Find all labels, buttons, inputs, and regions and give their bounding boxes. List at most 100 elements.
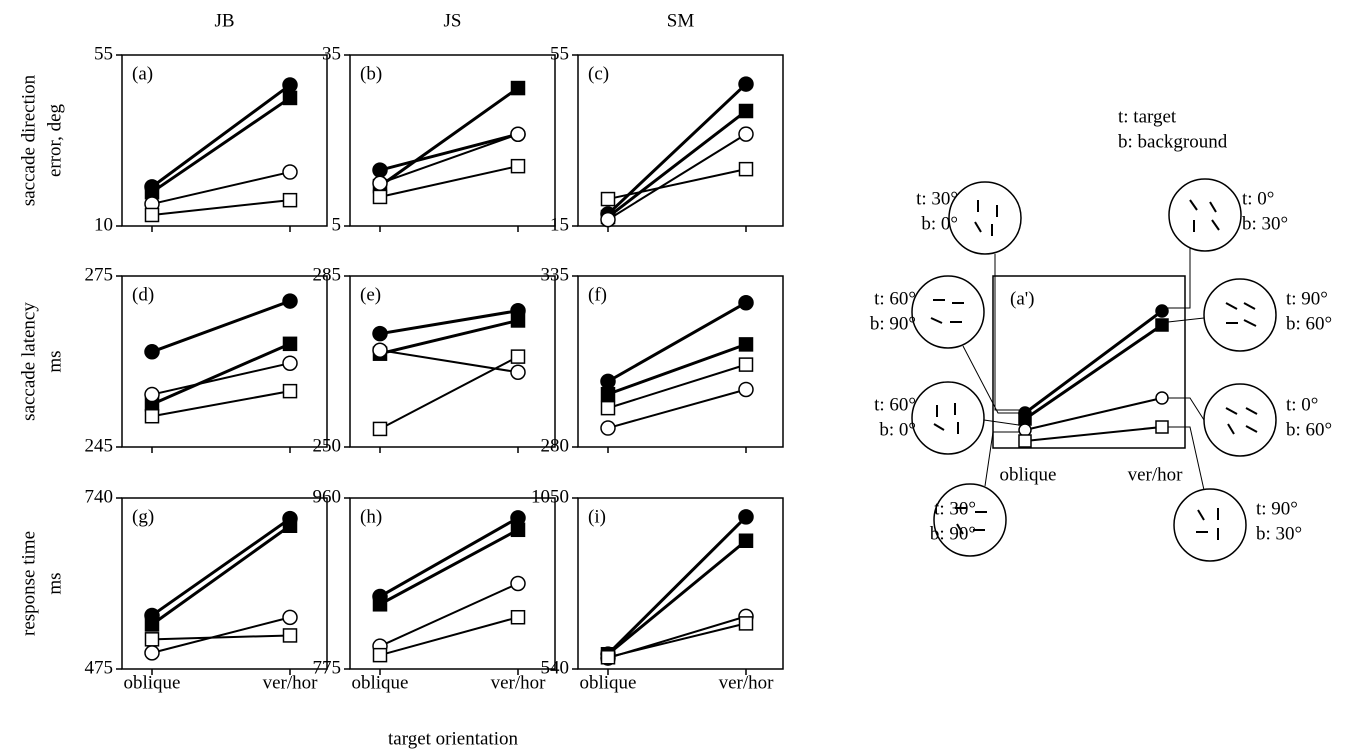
point	[510, 158, 526, 174]
point	[372, 597, 388, 612]
series-line	[151, 517, 291, 617]
point	[372, 175, 388, 191]
point	[282, 77, 298, 93]
point	[510, 575, 526, 592]
column-title: JS	[444, 10, 462, 31]
series-line	[607, 363, 747, 410]
x-tick-label: oblique	[1000, 464, 1057, 485]
y-tick-label: 285	[313, 264, 342, 285]
stimulus-background: b: 30°	[1242, 213, 1288, 234]
series-line	[151, 524, 291, 626]
series-line	[379, 528, 519, 606]
x-tick-label: oblique	[124, 672, 181, 693]
x-tick-label: ver/hor	[1128, 464, 1184, 485]
point	[510, 313, 526, 328]
point	[510, 126, 526, 142]
point	[282, 518, 298, 533]
chart-panel: (f) 280 335	[541, 264, 784, 456]
chart-panel: (a) 10 55	[94, 43, 328, 235]
point	[282, 628, 298, 643]
stimulus-target: t: 30°	[934, 498, 976, 519]
point	[144, 207, 160, 223]
x-tick-label: oblique	[580, 672, 637, 693]
series-line	[379, 319, 519, 356]
point	[144, 645, 160, 661]
point	[372, 421, 388, 437]
point	[738, 381, 754, 398]
point	[600, 373, 616, 390]
column-title: JB	[214, 10, 234, 31]
y-tick-label: 475	[85, 657, 114, 678]
y-tick-label: 55	[550, 43, 569, 64]
point	[510, 522, 526, 538]
point	[510, 364, 526, 380]
stimulus-icons	[911, 178, 1277, 562]
row-label: ms	[44, 350, 65, 372]
series-line	[379, 516, 519, 598]
panel-label: (g)	[132, 506, 154, 527]
y-tick-label: 35	[322, 43, 341, 64]
x-tick-label: ver/hor	[491, 672, 547, 693]
series-line	[379, 132, 519, 172]
legend-panel: t: target b: background (a') oblique ver…	[911, 106, 1277, 562]
point	[372, 189, 388, 205]
point	[144, 344, 160, 360]
point	[738, 337, 754, 352]
panel-label: (h)	[360, 506, 382, 527]
series-line	[379, 165, 519, 198]
plot-frame	[349, 54, 556, 227]
y-tick-label: 250	[313, 435, 342, 456]
y-tick-label: 540	[541, 657, 570, 678]
stimulus-target: t: 30°	[916, 188, 958, 209]
chart-panel: (h) 775 960 oblique ver/hor	[313, 486, 556, 693]
y-tick-label: 245	[85, 435, 114, 456]
row-label: error, deg	[44, 103, 65, 177]
series-line	[607, 539, 747, 656]
x-tick-label: oblique	[352, 672, 409, 693]
point	[738, 509, 754, 525]
row-label: ms	[44, 572, 65, 594]
point	[738, 161, 754, 177]
point	[144, 408, 160, 424]
panel-label: (i)	[588, 506, 606, 527]
connectors	[962, 248, 1205, 491]
point	[738, 126, 754, 142]
stimulus-target: t: 0°	[1242, 188, 1274, 209]
series-line	[607, 109, 747, 219]
point	[600, 386, 616, 402]
chart-panel: (e) 250 285	[313, 264, 556, 456]
stimulus-target: t: 90°	[1286, 288, 1328, 309]
schematic-box	[992, 275, 1186, 449]
series-line	[379, 86, 519, 188]
series-line	[607, 622, 747, 659]
chart-panel: (g) 475 740 oblique ver/hor	[85, 486, 328, 693]
plot-frame	[577, 497, 784, 670]
series-line	[151, 171, 291, 205]
point	[144, 386, 160, 403]
row-label: response time	[18, 531, 39, 636]
legend-key: t: target	[1118, 106, 1177, 127]
panel-label: (a)	[132, 63, 153, 84]
y-tick-label: 775	[313, 657, 342, 678]
stimulus-background: b: 90°	[930, 523, 976, 544]
series-line	[151, 83, 291, 189]
point	[372, 342, 388, 359]
point	[282, 609, 298, 626]
point	[282, 383, 298, 399]
point	[738, 533, 754, 548]
chart-panel: (c) 15 55	[550, 43, 784, 235]
schematic-lines	[1024, 309, 1163, 442]
y-tick-label: 1050	[531, 486, 569, 507]
point	[600, 211, 616, 228]
point	[372, 647, 388, 663]
legend-key: b: background	[1118, 131, 1228, 152]
series-line	[607, 342, 747, 396]
y-tick-label: 5	[332, 214, 342, 235]
point	[738, 294, 754, 311]
point	[144, 632, 160, 647]
plot-frame	[577, 275, 784, 448]
series-line	[151, 362, 291, 396]
x-tick-label: ver/hor	[263, 672, 319, 693]
chart-panel: (b) 5 35	[322, 43, 556, 235]
